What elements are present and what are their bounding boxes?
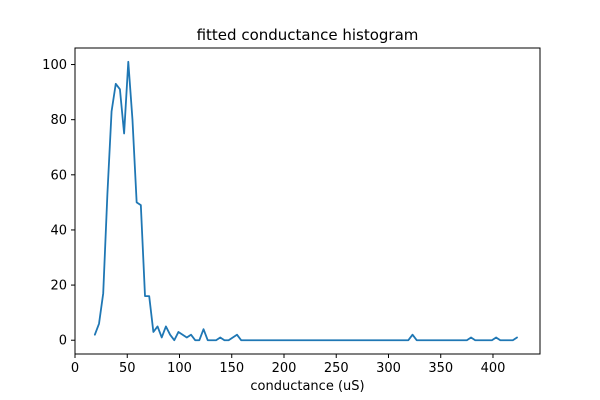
x-axis-label: conductance (uS) [250,379,364,394]
x-tick-label: 250 [324,361,349,376]
y-tick-label: 0 [59,334,67,349]
x-tick-label: 50 [119,361,136,376]
y-tick-label: 80 [50,113,67,128]
x-tick-label: 400 [481,361,506,376]
series-line [93,60,518,342]
chart-title: fitted conductance histogram [197,26,419,44]
y-tick-label: 100 [42,58,67,73]
x-tick-label: 150 [219,361,244,376]
y-tick-label: 60 [50,168,67,183]
x-tick-label: 0 [71,361,79,376]
x-tick-label: 300 [376,361,401,376]
x-tick-label: 100 [167,361,192,376]
plot-frame [74,47,541,355]
y-tick-label: 40 [50,223,67,238]
y-tick-label: 20 [50,279,67,294]
x-tick-label: 350 [428,361,453,376]
x-tick-label: 200 [272,361,297,376]
